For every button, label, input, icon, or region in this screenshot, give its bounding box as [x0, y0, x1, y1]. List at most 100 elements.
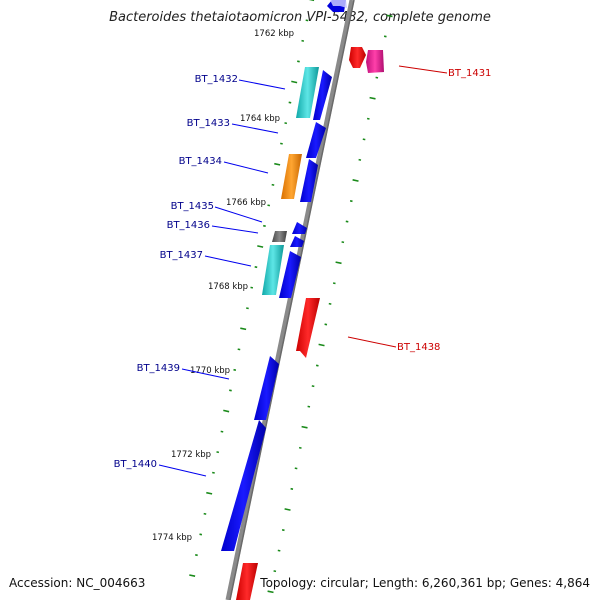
gene-BT_1436-arrow[interactable] [290, 236, 304, 247]
leader-BT_1439 [181, 368, 230, 380]
scale-tick-left [274, 162, 281, 166]
topology-value: circular; [320, 576, 369, 590]
gene-BT_1431b-arrow[interactable] [366, 50, 384, 73]
scale-tick-right [290, 487, 294, 490]
gene-BT_1437-arrow[interactable] [279, 251, 301, 298]
scale-tick-right [369, 96, 376, 100]
scale-tick-left [199, 533, 203, 536]
topology-label: Topology: [260, 576, 317, 590]
gene-BT_1441-arrow[interactable] [236, 563, 258, 600]
scale-tick-left [203, 512, 207, 515]
scale-tick-left [288, 101, 292, 104]
scale-tick-left [233, 368, 237, 371]
scale-tick-left [291, 80, 298, 84]
accession-info: Accession: NC_004663 [9, 576, 145, 590]
scale-tick-right [386, 14, 393, 18]
scale-tick-right [345, 220, 349, 223]
scale-tick-right [315, 364, 319, 367]
gene-leader-lines [158, 65, 448, 477]
accession-value: NC_004663 [76, 576, 146, 590]
leader-BT_1438 [347, 336, 397, 348]
scale-tick-right [311, 385, 315, 388]
scale-tick-left [212, 471, 215, 474]
scale-tick-right [366, 117, 370, 120]
length-label: Length: [372, 576, 419, 590]
scale-tick-right [332, 282, 336, 285]
scale-tick-right [318, 343, 325, 347]
scale-tick-left [301, 39, 305, 42]
gene-label-BT_1440[interactable]: BT_1440 [114, 459, 157, 470]
leader-BT_1433 [231, 123, 279, 134]
scale-tick-right [375, 76, 379, 79]
leader-BT_1432 [238, 79, 286, 90]
gene-BT_1439-arrow[interactable] [254, 356, 279, 420]
gene-BT_1432-arrow[interactable] [313, 70, 332, 120]
leader-BT_1440 [158, 464, 207, 477]
scale-tick-left [229, 389, 232, 392]
genes-value: 4,864 [555, 576, 590, 590]
scale-tick-left [257, 245, 264, 248]
scale-tick-left [271, 183, 275, 186]
leader-BT_1434 [223, 161, 269, 174]
gene-label-BT_1434[interactable]: BT_1434 [179, 156, 222, 167]
scale-tick-right [349, 200, 353, 203]
scale-label-1768: 1768 kbp [208, 282, 248, 292]
gene-BT_1436b-arrow[interactable] [272, 231, 287, 242]
gene-BT_1438-arrow[interactable] [296, 298, 320, 358]
leader-BT_1431 [398, 65, 448, 74]
gene-label-BT_1431[interactable]: BT_1431 [448, 68, 491, 79]
gene-label-BT_1433[interactable]: BT_1433 [187, 118, 230, 129]
scale-tick-right [277, 549, 281, 552]
genome-backbone [225, 0, 355, 600]
gene-label-BT_1432[interactable]: BT_1432 [195, 74, 238, 85]
gene-BT_1437b-arrow[interactable] [262, 245, 284, 295]
scale-tick-right [294, 467, 298, 470]
scale-tick-left [216, 451, 220, 454]
gene-label-BT_1438[interactable]: BT_1438 [397, 342, 440, 353]
gene-BT_1432b-arrow[interactable] [296, 67, 319, 118]
scale-tick-left [280, 142, 283, 145]
scale-tick-right [281, 529, 285, 532]
gene-BT_1430-top [330, 0, 347, 8]
scale-label-1764: 1764 kbp [240, 114, 280, 124]
gene-BT_1440-arrow[interactable] [221, 420, 266, 551]
scale-labels: 1762 kbp 1764 kbp 1766 kbp 1768 kbp 1770… [152, 29, 294, 543]
gene-label-BT_1437[interactable]: BT_1437 [160, 250, 203, 261]
gene-BT_1431-arrow[interactable] [349, 47, 366, 68]
scale-tick-left [254, 266, 258, 269]
scale-tick-right [284, 508, 291, 511]
gene-labels: BT_1431 BT_1432 BT_1433 BT_1434 BT_1435 … [114, 68, 492, 470]
scale-tick-right [341, 241, 345, 244]
scale-tick-right [307, 405, 311, 408]
leader-BT_1436 [211, 225, 259, 234]
gene-label-BT_1439[interactable]: BT_1439 [137, 363, 180, 374]
scale-tick-left [246, 307, 249, 310]
scale-tick-left [220, 430, 224, 433]
scale-tick-right [335, 261, 342, 265]
scale-tick-left [250, 286, 254, 289]
scale-label-1772: 1772 kbp [171, 450, 211, 460]
gene-BT_1435-arrow[interactable] [292, 222, 307, 234]
scale-label-1774: 1774 kbp [152, 533, 192, 543]
length-value: 6,260,361 bp; [421, 576, 507, 590]
scale-tick-left [297, 60, 300, 63]
scale-ticks [189, 0, 393, 594]
scale-tick-left [195, 554, 198, 557]
scale-tick-left [305, 19, 309, 22]
genome-backbone-shadow [229, 0, 355, 600]
scale-label-1766: 1766 kbp [226, 198, 266, 208]
scale-tick-right [362, 138, 366, 141]
gene-label-BT_1436[interactable]: BT_1436 [167, 220, 210, 231]
leader-BT_1435 [214, 206, 263, 223]
scale-label-1762: 1762 kbp [254, 29, 294, 39]
gene-BT_1434b-arrow[interactable] [281, 154, 302, 199]
scale-tick-left [240, 327, 247, 331]
gene-BT_1433-arrow[interactable] [306, 122, 326, 158]
scale-tick-right [358, 158, 362, 161]
leader-BT_1437 [204, 255, 252, 267]
gene-BT_1434-arrow[interactable] [300, 159, 318, 202]
scale-tick-right [324, 323, 328, 326]
scale-tick-left [237, 348, 241, 351]
gene-label-BT_1435[interactable]: BT_1435 [171, 201, 214, 212]
